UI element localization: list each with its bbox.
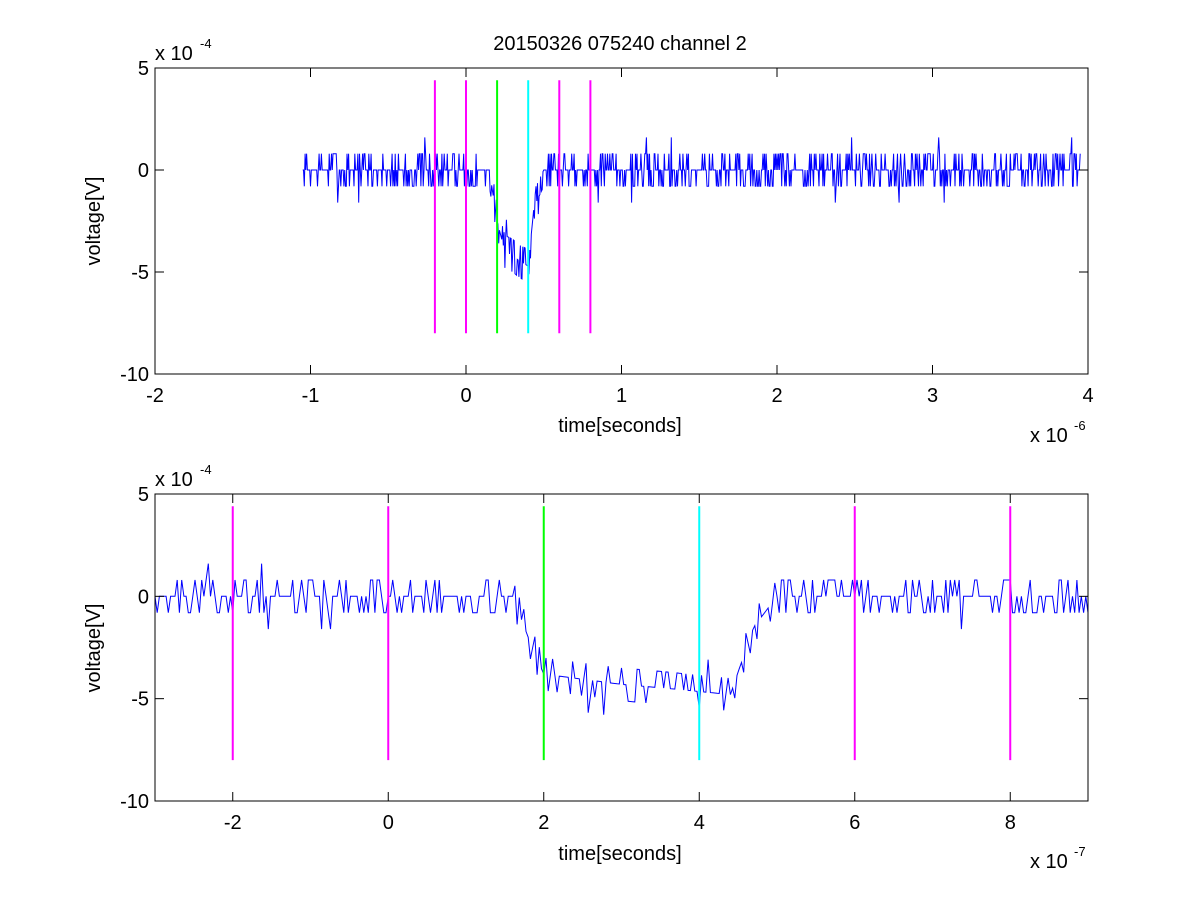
x-tick-label-bottom-1: 0 [383,812,394,834]
y-tick-label-bottom-0: -10 [120,791,149,813]
y-tick-label-bottom-1: -5 [131,689,149,711]
x-tick-label-top-2: 0 [460,385,471,407]
subplot-bottom: -2 0 2 4 6 8 -10 -5 0 5 x 10 -4 time[seconds] vol… [83,462,1089,873]
x-exponent-base-bottom: x 10 [1030,851,1068,873]
y-exponent-base-bottom: x 10 [155,469,193,491]
y-tick-label-bottom-3: 5 [138,484,149,506]
signal-series-bottom [154,563,1089,715]
x-tick-label-bottom-3: 4 [694,812,705,834]
x-tick-label-bottom-5: 8 [1005,812,1016,834]
y-axis-label-top: voltage[V] [83,177,105,266]
x-tick-label-bottom-0: -2 [224,812,242,834]
x-axis-label-bottom: time[seconds] [558,843,681,865]
axes-frame-bottom [154,493,1089,802]
y-tick-label-top-1: -5 [131,262,149,284]
y-tick-label-top-2: 0 [138,160,149,182]
plot-area-top: -2 -1 0 1 2 3 4-10-505 [120,58,1093,407]
y-tick-label-bottom-2: 0 [138,586,149,608]
x-tick-label-top-0: -2 [146,385,164,407]
y-tick-label-top-0: -10 [120,364,149,386]
plot-area-bottom: -2 0 2 4 6 8 -10 -5 0 5 [120,484,1089,834]
figure-title: 20150326 075240 channel 2 [493,33,747,55]
x-tick-label-top-3: 1 [616,385,627,407]
x-exponent-base-top: x 10 [1030,425,1068,447]
x-axis-label-top: time[seconds] [558,415,681,437]
y-tick-label-top-3: 5 [138,58,149,80]
signal-series-top [302,137,1081,280]
x-tick-label-top-1: -1 [302,385,320,407]
x-exponent-power-bottom: -7 [1074,844,1086,859]
x-tick-label-bottom-2: 2 [538,812,549,834]
axes-frame-top [154,67,1089,375]
y-exponent-power-bottom: -4 [200,462,212,477]
x-tick-label-top-6: 4 [1082,385,1093,407]
x-exponent-power-top: -6 [1074,418,1086,433]
y-exponent-power-top: -4 [200,36,212,51]
x-tick-label-bottom-4: 6 [849,812,860,834]
y-exponent-base-top: x 10 [155,43,193,65]
x-tick-label-top-4: 2 [771,385,782,407]
subplot-top: -2 -1 0 1 2 3 4-10-505 x 10 -4 time[seconds] v… [83,36,1094,447]
y-axis-label-bottom: voltage[V] [83,604,105,693]
x-tick-label-top-5: 3 [927,385,938,407]
